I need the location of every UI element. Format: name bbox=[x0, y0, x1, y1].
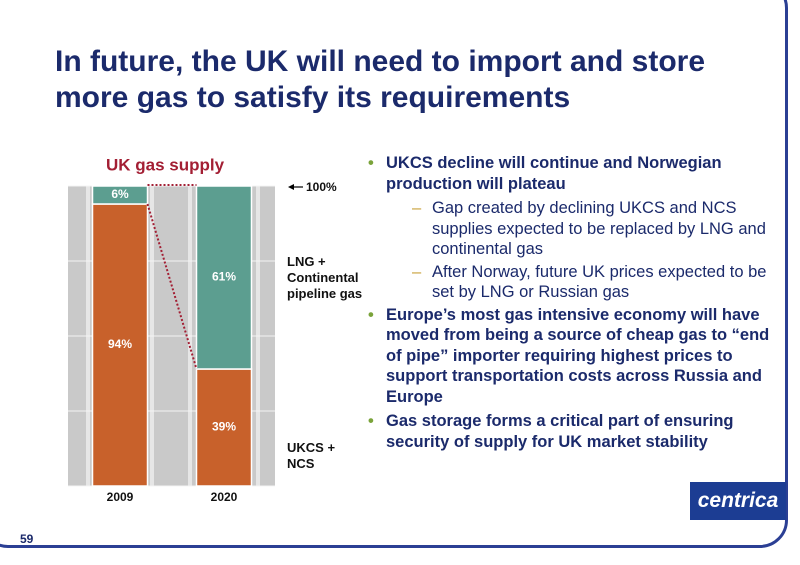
legend-label: UKCS + NCS bbox=[287, 439, 336, 471]
x-tick-label: 2009 bbox=[107, 490, 134, 504]
legend-label: LNG + Continental pipeline gas bbox=[287, 253, 363, 301]
bullet: Europe’s most gas intensive economy will… bbox=[368, 305, 778, 408]
logo: centrica bbox=[690, 482, 786, 520]
bar-segment bbox=[91, 203, 149, 487]
bullet: Gas storage forms a critical part of ens… bbox=[368, 411, 778, 452]
slide-title: In future, the UK will need to import an… bbox=[55, 45, 706, 114]
value-label: 39% bbox=[212, 420, 236, 434]
x-tick-label: 2020 bbox=[211, 490, 238, 504]
connector bbox=[146, 203, 198, 370]
slide-frame bbox=[0, 0, 788, 548]
page-number: 59 bbox=[20, 532, 34, 546]
bar-segment bbox=[195, 368, 253, 487]
sub-bullet: Gap created by declining UKCS and NCS su… bbox=[368, 198, 778, 260]
bar-segment bbox=[195, 185, 253, 370]
bar-segment bbox=[91, 185, 149, 205]
bullet: UKCS decline will continue and Norwegian… bbox=[368, 153, 778, 194]
value-label: 6% bbox=[111, 187, 129, 201]
value-label: 94% bbox=[108, 337, 132, 351]
annotation: 100% bbox=[306, 180, 337, 194]
value-label: 61% bbox=[212, 270, 236, 284]
annotation-arrowhead bbox=[288, 184, 294, 190]
bullet-list: UKCS decline will continue and Norwegian… bbox=[368, 153, 778, 456]
chart-title: UK gas supply bbox=[106, 155, 225, 174]
chart: UK gas supply 100% 94% 6% 2009 39% 61% 2020 bbox=[68, 155, 337, 504]
sub-bullet: After Norway, future UK prices expected … bbox=[368, 262, 778, 303]
